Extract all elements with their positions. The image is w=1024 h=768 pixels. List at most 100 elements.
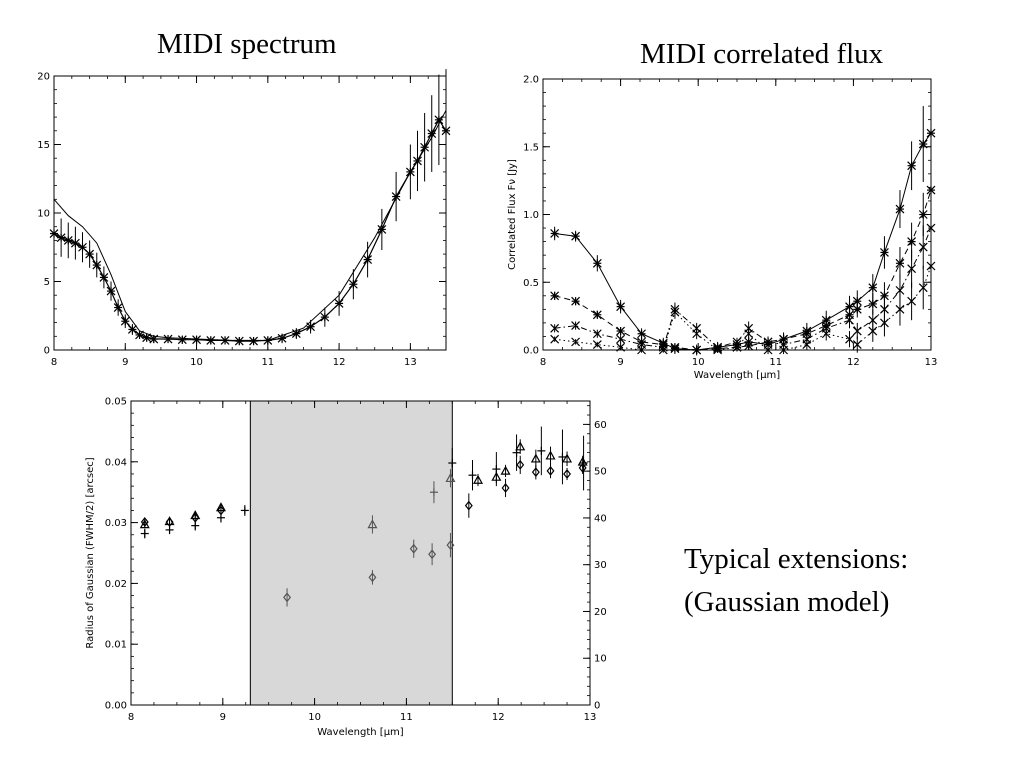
corrflux-series-3-point [616, 334, 626, 344]
corrflux-series-2-point [550, 291, 560, 301]
gaussian-diamond-point [216, 505, 225, 516]
spectrum-y-tick-label: 5 [44, 277, 50, 288]
gaussian-triangle-point [445, 472, 456, 483]
gaussian-plus-point [537, 446, 546, 455]
corrflux-x-tick-label: 10 [692, 357, 705, 368]
gaussian-diamond-point [563, 468, 572, 479]
extensions-note: Typical extensions: (Gaussian model) [684, 538, 908, 624]
gaussian-y-tick-label: 0.03 [105, 518, 127, 529]
gaussian-plus-point [140, 529, 149, 538]
corrflux-series-1-point [592, 258, 602, 268]
spectrum-point [106, 286, 116, 296]
gaussian-triangle-point [500, 465, 511, 475]
corrflux-series-4-point [821, 329, 831, 339]
spectrum-point [85, 249, 95, 259]
gaussian-y-tick-label: 0.01 [105, 640, 127, 651]
spectrum-point [206, 335, 216, 345]
corrflux-x-tick-label: 9 [617, 357, 623, 368]
spectrum-point [306, 322, 316, 332]
spectrum-frame [53, 75, 447, 351]
corrflux-series-2-line [554, 189, 932, 351]
corrflux-series-1-point [880, 248, 889, 257]
gaussian-y2-tick-label: 0 [594, 701, 600, 712]
gaussian-diamond-point [368, 572, 377, 583]
spectrum-point [220, 335, 230, 345]
spectrum-model-line [53, 110, 447, 341]
gaussian-y2-tick-label: 20 [594, 607, 607, 618]
spectrum-point [263, 335, 273, 345]
corrflux-series-4-point [592, 340, 602, 350]
gaussian-y2-tick-label: 60 [594, 420, 607, 431]
corrflux-series-2-point [670, 342, 680, 352]
spectrum-point [135, 330, 144, 340]
corrflux-series-2-point [592, 310, 602, 320]
corrflux-series-4-point [692, 329, 702, 339]
spectrum-x-tick-label: 11 [261, 357, 274, 368]
corrflux-series-1-point [637, 329, 646, 339]
spectrum-x-tick-label: 13 [404, 357, 417, 368]
gaussian-x-tick-label: 12 [492, 712, 505, 723]
corrflux-series-4-point [918, 283, 928, 293]
spectrum-point [427, 129, 437, 138]
corrflux-series-2-point [907, 237, 917, 247]
corrflux-series-2-point [918, 210, 928, 219]
spectrum-point [127, 325, 137, 334]
spectrum-point [441, 126, 451, 136]
corrflux-y-tick-label: 0.5 [523, 278, 539, 289]
spectrum-point [234, 336, 244, 346]
corrflux-series-2-point [926, 185, 936, 195]
spectrum-point [348, 279, 358, 289]
corrflux-series-4-point [852, 340, 862, 350]
corrflux-series-4-point [670, 307, 680, 317]
spectrum-point [391, 192, 401, 201]
corrflux-x-tick-label: 12 [847, 357, 860, 368]
spectrum-point [49, 229, 59, 238]
gaussian-triangle-point [530, 453, 541, 463]
gaussian-x-tick-label: 11 [400, 712, 413, 723]
spectrum-point [377, 225, 387, 234]
corrflux-series-4-point [845, 334, 854, 344]
corrflux-series-2-point [571, 296, 581, 306]
gaussian-x-axis-label: Wavelength [μm] [317, 727, 404, 738]
corrflux-series-4-point [868, 326, 878, 336]
spectrum-y-tick-label: 10 [37, 209, 50, 220]
spectrum-point [92, 260, 102, 270]
corrflux-series-4-point [571, 337, 581, 347]
corrflux-series-3-point [763, 337, 773, 347]
corrflux-x-tick-label: 11 [769, 357, 782, 368]
corrflux-y-tick-label: 2.0 [523, 75, 539, 86]
gaussian-diamond-point [283, 592, 292, 603]
corrflux-series-4-point [880, 318, 889, 328]
gaussian-shaded-region [249, 400, 453, 706]
spectrum-point [142, 333, 152, 343]
corrflux-y-tick-label: 0.0 [523, 346, 539, 357]
gaussian-plus-point [240, 506, 249, 515]
gaussian-diamond-point [501, 482, 510, 493]
corrflux-series-1-point [616, 302, 626, 312]
gaussian-diamond-point [546, 465, 555, 476]
gaussian-x-tick-label: 9 [220, 712, 226, 723]
corrflux-series-1-point [550, 229, 560, 238]
extensions-note-line2: (Gaussian model) [684, 586, 890, 618]
corrflux-series-4-point [763, 345, 773, 355]
corrflux-series-3-point [852, 326, 862, 336]
spectrum-point [120, 316, 130, 326]
spectrum-y-tick-label: 0 [44, 346, 50, 357]
spectrum-point [413, 156, 422, 166]
corrflux-series-2-point [852, 304, 862, 314]
gaussian-plus-point [448, 459, 457, 468]
correlated-flux-title: MIDI correlated flux [640, 38, 884, 70]
corrflux-series-1-point [571, 231, 581, 241]
gaussian-triangle-point [562, 453, 573, 463]
spectrum-point [249, 336, 258, 346]
corrflux-series-2-point [868, 299, 878, 309]
corrflux-series-4-point [658, 345, 668, 355]
gaussian-plus-point [429, 488, 438, 497]
corrflux-y-axis-label: Correlated Flux Fν [Jy] [507, 159, 518, 270]
spectrum-point [99, 272, 109, 282]
gaussian-diamond-point [516, 459, 525, 470]
corrflux-series-3-point [592, 329, 602, 339]
gaussian-diamond-point [578, 462, 587, 473]
corrflux-series-2-point [895, 258, 905, 268]
spectrum-x-tick-label: 8 [51, 357, 57, 368]
